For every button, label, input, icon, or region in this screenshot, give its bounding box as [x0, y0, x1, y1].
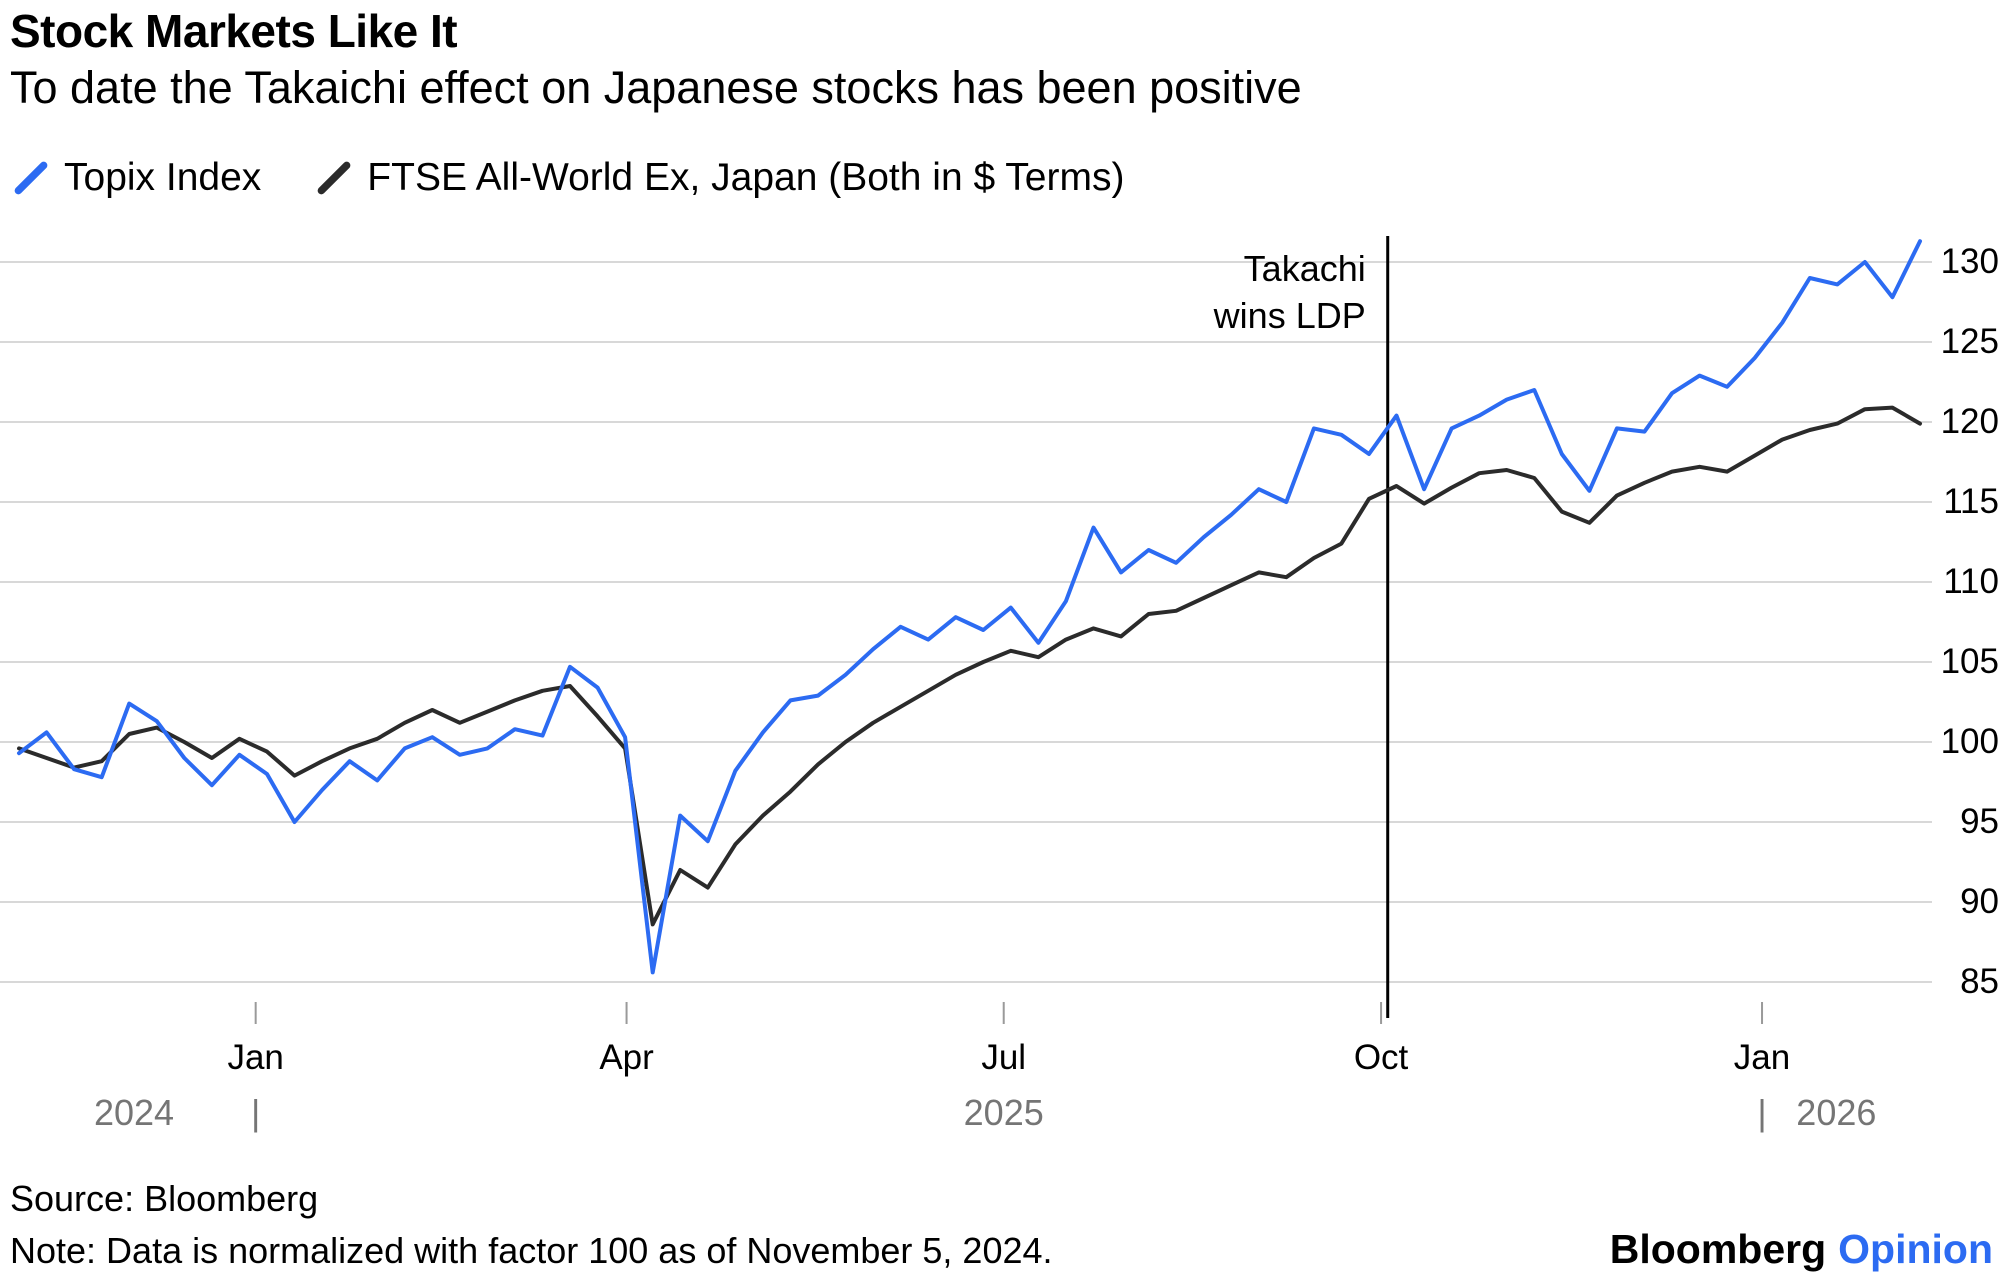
note-text: Note: Data is normalized with factor 100… [10, 1230, 1053, 1271]
source-text: Source: Bloomberg [10, 1178, 319, 1219]
y-axis-label-115: 115 [1943, 482, 1999, 521]
chart-legend: Topix Index FTSE All-World Ex, Japan (Bo… [12, 156, 1124, 200]
year-label-2024: 2024 [93, 1092, 175, 1133]
legend-label-topix: Topix Index [64, 156, 262, 199]
event-annotation-line1: Takachi [1243, 248, 1366, 289]
y-axis-label-120: 120 [1940, 402, 1999, 441]
brand-bloomberg: Bloomberg [1609, 1226, 1827, 1272]
y-axis-label-130: 130 [1940, 242, 1999, 281]
series-line-topix [17, 239, 1922, 975]
y-axis-label-100: 100 [1940, 722, 1999, 761]
y-axis-label-110: 110 [1943, 562, 1999, 601]
x-axis-label-0: Jan [227, 1038, 284, 1077]
year-label-2026: 2026 [1796, 1092, 1877, 1133]
world-line-swatch-icon [317, 161, 351, 195]
legend-item-topix: Topix Index [12, 156, 261, 200]
legend-item-world: FTSE All-World Ex, Japan (Both in $ Term… [315, 156, 1124, 200]
y-axis-label-90: 90 [1960, 882, 1999, 921]
year-separator: | [250, 1092, 261, 1133]
x-axis-label-4: Jan [1733, 1038, 1791, 1077]
series-line-world [17, 405, 1922, 927]
y-axis-label-105: 105 [1940, 642, 1999, 681]
event-annotation: Takachi wins LDP [1214, 246, 1366, 340]
x-axis-label-2: Jul [981, 1038, 1027, 1077]
topix-line-swatch-icon [14, 161, 48, 195]
brand-opinion: Opinion [1838, 1226, 1993, 1272]
y-axis-label-95: 95 [1960, 802, 1999, 841]
year-separator: | [1757, 1092, 1767, 1133]
legend-label-world: FTSE All-World Ex, Japan (Both in $ Term… [367, 156, 1125, 199]
x-axis-label-1: Apr [599, 1038, 654, 1077]
chart-title: Stock Markets Like It [10, 5, 458, 57]
event-annotation-line2: wins LDP [1213, 294, 1366, 336]
chart-subtitle: To date the Takaichi effect on Japanese … [10, 62, 1302, 113]
year-label-2025: 2025 [963, 1092, 1044, 1133]
brand: Bloomberg Opinion [1610, 1226, 1993, 1273]
y-axis-label-125: 125 [1940, 322, 1999, 361]
x-axis-label-3: Oct [1353, 1038, 1409, 1077]
y-axis-label-85: 85 [1960, 962, 1999, 1001]
